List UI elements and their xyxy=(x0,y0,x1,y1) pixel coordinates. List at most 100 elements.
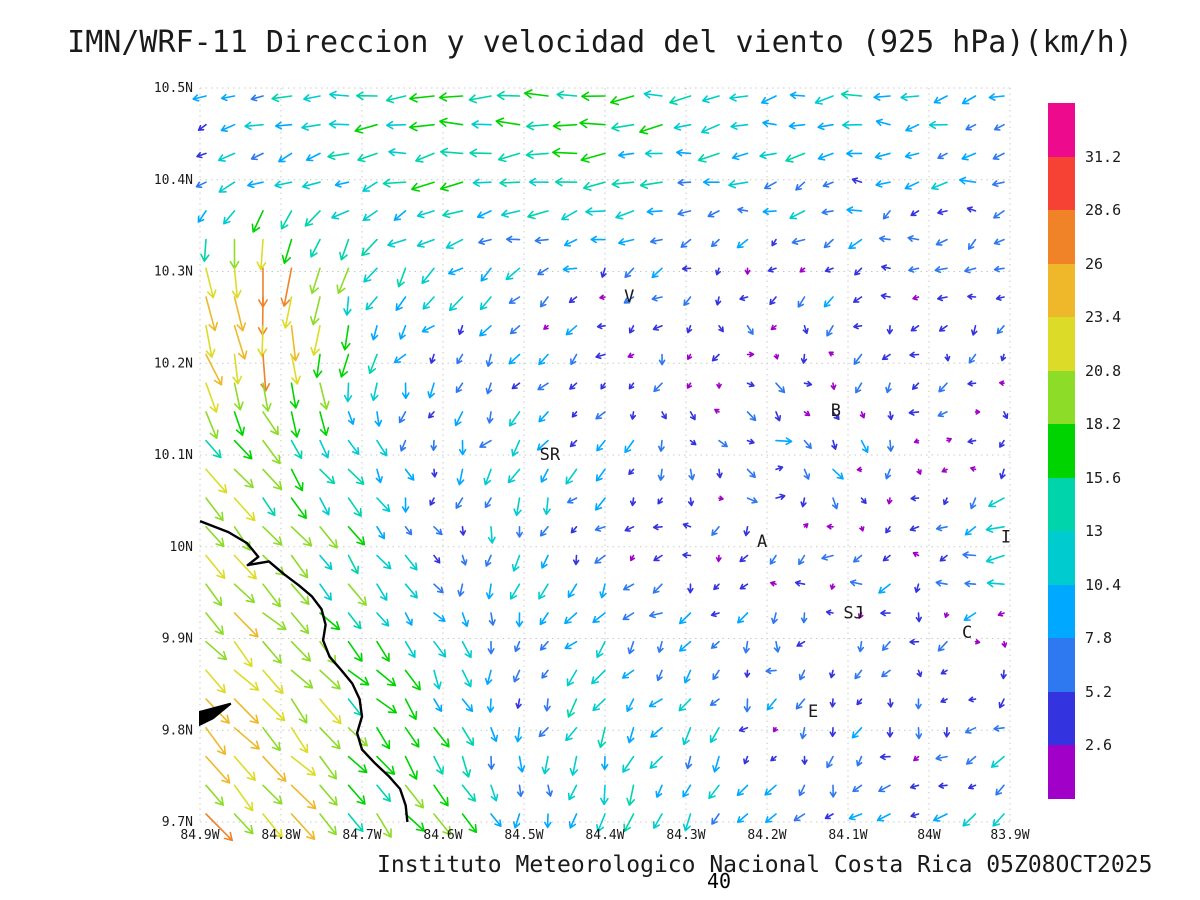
wind-arrow xyxy=(411,181,435,192)
wind-arrow xyxy=(485,353,493,367)
wind-arrow xyxy=(511,554,521,572)
wind-arrow xyxy=(404,612,413,626)
wind-arrow xyxy=(232,353,243,385)
wind-arrow xyxy=(376,439,388,457)
wind-arrow xyxy=(711,526,720,536)
chart-title: IMN/WRF-11 Direccion y velocidad del vie… xyxy=(67,25,1133,60)
wind-arrow xyxy=(347,554,359,575)
wind-arrow xyxy=(933,813,948,822)
wind-arrow xyxy=(961,152,977,161)
wind-arrow xyxy=(591,669,606,685)
wind-arrow xyxy=(938,782,948,789)
station-label-c: C xyxy=(962,623,972,643)
wind-arrow xyxy=(233,698,259,724)
wind-arrow xyxy=(376,755,396,775)
wind-arrow xyxy=(967,238,977,250)
wind-arrow xyxy=(800,497,807,508)
wind-arrow xyxy=(233,727,260,750)
wind-arrow xyxy=(715,554,722,563)
wind-arrow xyxy=(626,727,635,744)
wind-arrow xyxy=(832,468,844,480)
wind-arrow xyxy=(853,554,863,563)
wind-arrow xyxy=(687,497,695,507)
wind-arrow xyxy=(882,210,891,220)
wind-arrow xyxy=(486,411,494,424)
wind-arrow xyxy=(963,612,977,621)
wind-arrow xyxy=(233,669,260,691)
wind-arrow xyxy=(879,753,891,761)
wind-arrow xyxy=(618,150,635,159)
wind-arrow xyxy=(653,813,663,829)
wind-arrow xyxy=(673,122,692,131)
wind-arrow xyxy=(937,152,948,160)
wind-arrow xyxy=(393,210,407,221)
wind-arrow xyxy=(404,640,416,658)
wind-arrow xyxy=(803,439,812,450)
wind-arrow xyxy=(571,411,578,418)
wind-arrow xyxy=(998,698,1005,709)
wind-arrow xyxy=(431,468,438,478)
wind-arrow xyxy=(319,583,332,601)
wind-arrow xyxy=(615,210,635,220)
wind-arrow xyxy=(762,207,777,216)
wind-arrow xyxy=(736,238,749,249)
wind-arrow xyxy=(233,497,256,522)
colorbar-segment xyxy=(1048,370,1075,425)
wind-arrow xyxy=(556,90,578,100)
wind-arrow xyxy=(716,468,723,479)
wind-arrow xyxy=(404,468,415,481)
wind-arrow xyxy=(192,94,207,102)
wind-arrow xyxy=(942,497,949,506)
wind-arrow xyxy=(233,411,245,436)
wind-arrow xyxy=(205,727,226,755)
x-tick-label: 84W xyxy=(917,828,941,843)
wind-arrow xyxy=(205,554,226,579)
wind-arrow xyxy=(860,439,869,453)
wind-arrow xyxy=(788,121,806,130)
wind-arrow xyxy=(517,755,526,773)
wind-arrow xyxy=(943,612,950,618)
wind-arrow xyxy=(657,497,663,505)
wind-arrow xyxy=(935,238,948,246)
wind-arrow xyxy=(590,235,606,244)
wind-arrow xyxy=(623,296,635,304)
wind-arrow xyxy=(537,267,549,276)
wind-arrow xyxy=(710,611,720,618)
wind-arrow xyxy=(539,526,549,537)
wind-arrow xyxy=(817,152,834,161)
wind-arrow xyxy=(506,235,521,243)
station-label-a: A xyxy=(757,532,767,552)
wind-arrow xyxy=(280,210,293,230)
colorbar-segment xyxy=(1048,263,1075,318)
wind-arrow xyxy=(396,267,407,288)
wind-arrow xyxy=(649,755,663,769)
wind-arrow xyxy=(338,353,350,378)
wind-arrow xyxy=(908,266,920,273)
wind-arrow xyxy=(739,554,749,563)
wind-arrow xyxy=(771,238,777,247)
wind-arrow xyxy=(802,325,809,335)
wind-arrow xyxy=(831,497,839,510)
wind-arrow xyxy=(997,611,1005,617)
wind-arrow xyxy=(916,669,923,678)
wind-arrow xyxy=(401,382,410,400)
wind-arrow xyxy=(581,91,606,101)
wind-arrow xyxy=(229,238,240,270)
wind-arrow xyxy=(913,438,920,444)
wind-arrow xyxy=(281,296,293,329)
wind-arrow xyxy=(290,497,307,519)
wind-arrow xyxy=(961,95,977,105)
wind-arrow xyxy=(856,755,863,767)
wind-arrow xyxy=(233,382,244,411)
wind-arrow xyxy=(769,554,777,565)
wind-arrow xyxy=(600,267,607,278)
wind-arrow xyxy=(569,755,579,776)
wind-arrow xyxy=(803,468,811,480)
wind-arrow xyxy=(798,669,806,681)
wind-arrow xyxy=(661,411,667,420)
wind-arrow xyxy=(479,296,492,311)
wind-arrow xyxy=(904,181,920,190)
wind-arrow xyxy=(247,180,264,189)
wind-arrow xyxy=(629,411,637,420)
wind-arrow xyxy=(513,497,522,517)
